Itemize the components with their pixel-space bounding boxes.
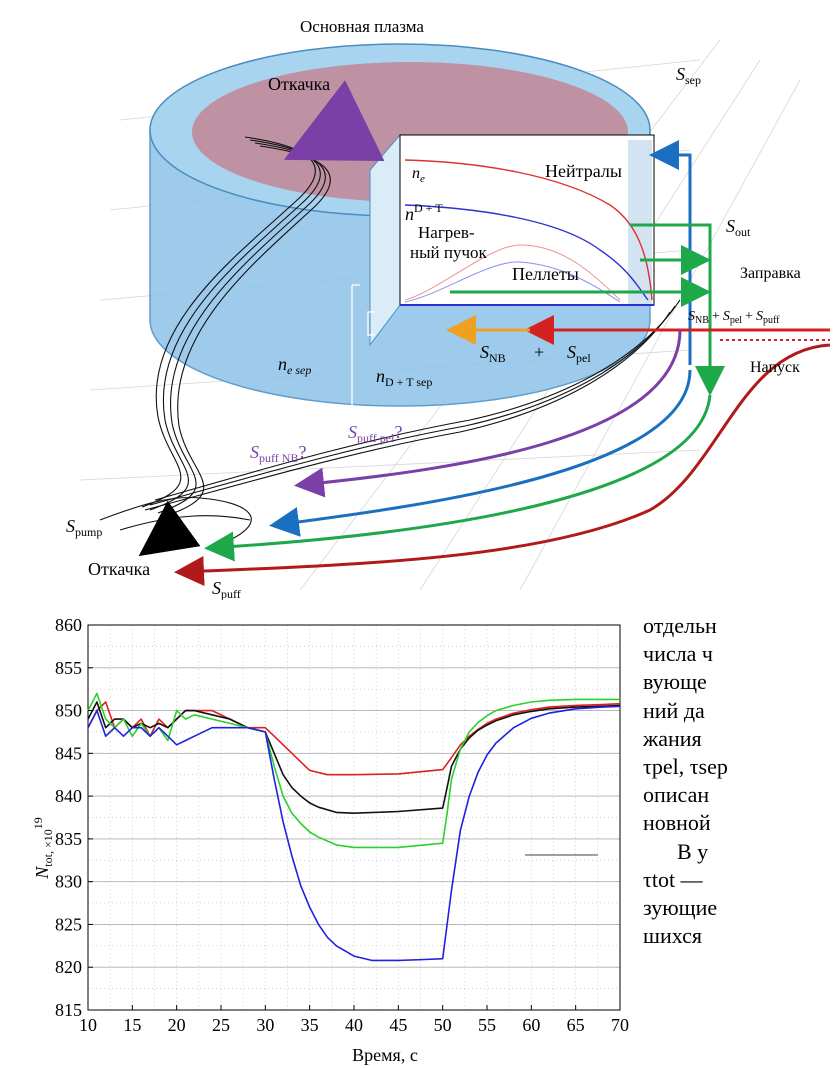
plasma-cylinder <box>149 43 655 407</box>
main-plasma-label: Основная плазма <box>300 17 424 36</box>
side-line: числа ч <box>643 641 713 667</box>
gas-inlet-label: Напуск <box>750 359 800 376</box>
ne-sep-label: ne sep <box>278 354 311 377</box>
x-tick-label: 25 <box>212 1015 230 1035</box>
beam-label-line2: ный пучок <box>410 243 488 262</box>
y-tick-label: 820 <box>55 957 82 977</box>
side-line: новной <box>643 810 711 836</box>
side-line: τtot — <box>643 866 703 892</box>
x-tick-label: 30 <box>256 1015 274 1035</box>
x-axis-label: Время, с <box>352 1045 418 1065</box>
side-line: отдельн <box>643 613 717 638</box>
s-puff-label: Spuff <box>212 578 241 600</box>
side-line: вующе <box>643 669 707 695</box>
x-tick-label: 45 <box>389 1015 407 1035</box>
series-line-0 <box>87 701 621 776</box>
y-axis-label: Ntot, ×1019 <box>31 817 55 879</box>
refuel-label: Заправка <box>740 265 801 282</box>
pump-top-arrow <box>283 80 385 162</box>
x-tick-label: 35 <box>301 1015 319 1035</box>
x-tick-label: 40 <box>345 1015 363 1035</box>
separatrix-mesh <box>99 136 681 541</box>
series-line-1 <box>87 701 621 814</box>
ndt-label: nD + T <box>405 201 443 224</box>
particle-inventory-chart: 10 15 20 25 30 35 40 45 50 55 60 65 70 815 820 825 830 83… <box>31 615 629 1065</box>
chart-ticks: 10 15 20 25 30 35 40 45 50 55 60 65 70 815 820 825 830 83… <box>55 615 629 1035</box>
ne-label: ne <box>412 165 425 185</box>
x-tick-label: 20 <box>168 1015 186 1035</box>
y-tick-label: 815 <box>55 1000 82 1020</box>
pellets-label: Пеллеты <box>512 264 579 284</box>
x-tick-label: 15 <box>123 1015 141 1035</box>
side-line: шихся <box>643 923 702 949</box>
side-line: ний да <box>643 697 705 723</box>
x-tick-label: 55 <box>478 1015 496 1035</box>
s-nb-label: SNB <box>480 342 506 365</box>
y-tick-label: 845 <box>55 743 82 763</box>
series-line-3 <box>87 705 621 962</box>
neutrals-label: Нейтралы <box>545 161 622 181</box>
separatrix-bracket <box>351 284 375 409</box>
ndt-sep-label: nD + T sep <box>376 366 432 389</box>
side-line: жания <box>643 725 702 751</box>
beam-label-line1: Нагрев- <box>418 223 475 242</box>
s-puff-pel-label: Spuff pel? <box>348 422 402 445</box>
x-tick-label: 65 <box>567 1015 585 1035</box>
x-tick-label: 70 <box>611 1015 629 1035</box>
side-line: τpel, τsep <box>643 753 728 779</box>
fueling-diagram: Основная плазма Откачка Нейтралы ne nD +… <box>66 17 831 600</box>
y-tick-label: 850 <box>55 701 82 721</box>
pump-bottom-arrow <box>138 500 201 557</box>
side-line: зующие <box>643 894 718 920</box>
y-tick-label: 835 <box>55 829 82 849</box>
s-pump-label: Spump <box>66 516 102 539</box>
s-out-label: Sout <box>726 216 751 239</box>
flow-arrows <box>174 140 831 587</box>
x-tick-label: 10 <box>79 1015 97 1035</box>
s-puff-nb-label: Spuff NB? <box>250 442 306 465</box>
plus-label: + <box>534 342 544 362</box>
y-tick-label: 830 <box>55 872 82 892</box>
s-pel-label: Spel <box>567 342 591 365</box>
series-line-2 <box>87 692 620 849</box>
x-tick-label: 60 <box>522 1015 540 1035</box>
s-sum-label: SNB + Spel + Spuff <box>688 309 780 326</box>
side-line: описан <box>643 782 710 808</box>
x-tick-label: 50 <box>434 1015 452 1035</box>
s-sep-label: Ssep <box>676 64 701 87</box>
y-tick-label: 825 <box>55 914 82 934</box>
chart-series <box>87 692 621 962</box>
side-line: В у <box>677 838 709 864</box>
pump-top-label: Откачка <box>268 74 330 94</box>
profile-curves <box>400 159 654 306</box>
pump-bottom-label: Откачка <box>88 559 150 579</box>
y-tick-label: 860 <box>55 615 82 635</box>
chart-grid <box>87 624 621 1011</box>
side-paragraph: отдельн числа ч вующе ний да жания τpel,… <box>643 612 837 950</box>
y-tick-label: 855 <box>55 658 82 678</box>
y-tick-label: 840 <box>55 786 82 806</box>
